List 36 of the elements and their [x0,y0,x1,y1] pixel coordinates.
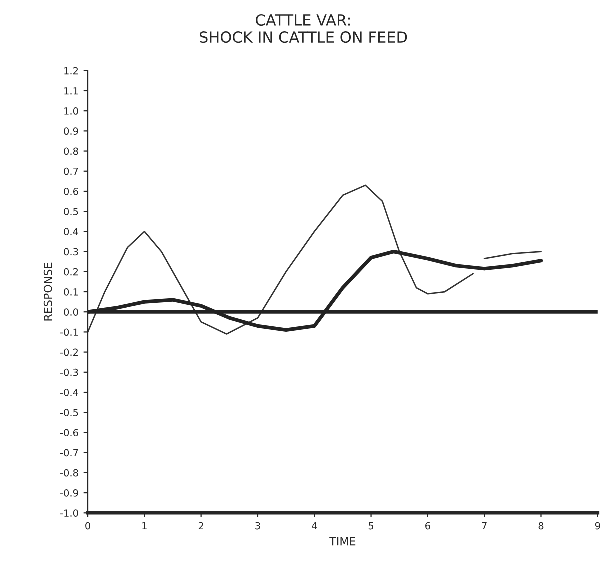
x-tick-label: 9 [595,522,600,530]
x-tick-label: 0 [86,522,90,530]
y-tick-label: -0.2 [60,348,78,356]
y-tick-label: -0.8 [60,469,78,477]
y-tick-label: 0.1 [64,288,78,296]
x-tick-label: 7 [482,522,487,530]
y-tick-label: 1.2 [64,67,78,75]
y-tick-label: 0.3 [64,248,78,256]
y-tick-label: 0.6 [64,188,78,196]
y-tick-label: -1.0 [60,510,78,517]
y-tick-label: 0.5 [64,208,78,216]
x-tick-label: 8 [538,522,544,530]
y-tick-label: -0.3 [60,368,78,376]
y-axis-title: RESPONSE [44,262,52,321]
x-tick-label: 6 [426,522,430,530]
y-tick-label: 0.2 [64,268,78,276]
y-tick-label: 0.9 [64,128,78,136]
x-tick-label: 1 [142,522,147,530]
y-tick-label: 0.0 [64,308,78,316]
y-tick-label: 0.8 [64,148,78,156]
y-tick-label: -0.7 [60,449,78,457]
y-tick-label: -0.6 [60,429,78,437]
y-tick-label: -0.4 [60,388,78,396]
x-tick-label: 4 [312,522,318,530]
y-tick-label: -0.1 [60,328,78,336]
x-tick-label: 3 [256,522,260,530]
chart-title: CATTLE VAR: SHOCK IN CATTLE ON FEED [200,14,408,44]
y-tick-label: -0.9 [60,490,78,497]
x-tick-label: 2 [198,522,204,530]
x-tick-label: 5 [368,522,374,530]
x-axis-title: TIME [330,537,356,546]
y-tick-label: 1.1 [64,88,78,95]
y-tick-label: 1.0 [64,108,78,115]
y-tick-label: 0.4 [64,228,78,236]
y-tick-label: 0.7 [64,168,78,176]
y-tick-label: -0.5 [60,409,78,416]
